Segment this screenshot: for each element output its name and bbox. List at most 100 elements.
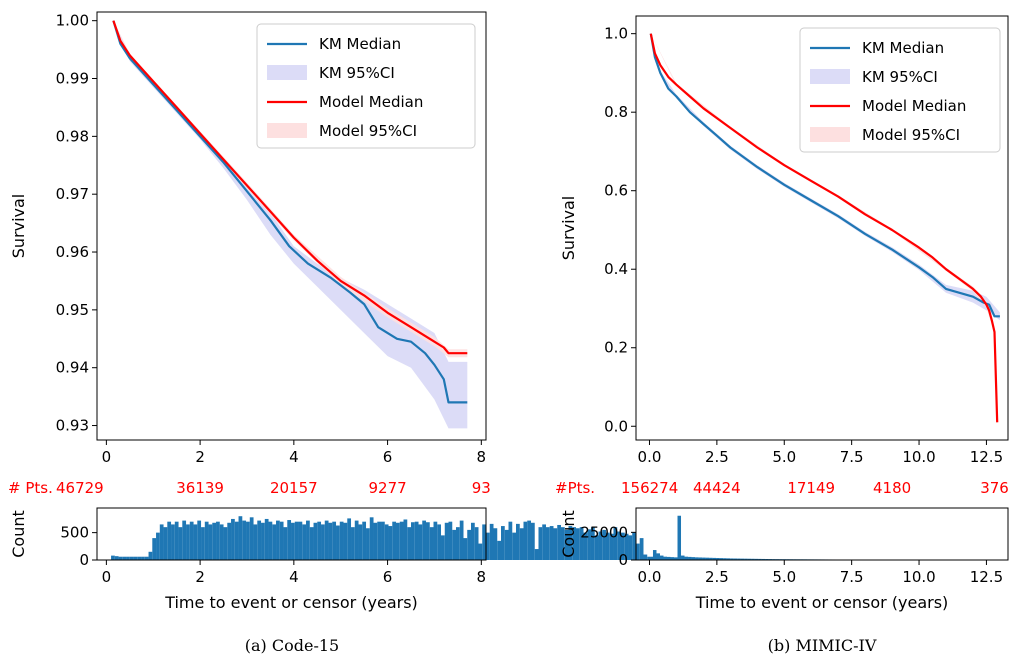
histogram-bar — [564, 529, 569, 560]
hist-x-tick-label: 8 — [477, 568, 487, 586]
histogram-bar — [695, 557, 699, 560]
histogram-bar — [583, 532, 588, 560]
histogram-bar — [613, 527, 618, 560]
histogram-bar — [118, 556, 123, 560]
histogram-bar — [279, 521, 284, 560]
histogram-bar — [272, 524, 277, 560]
histogram-bar — [309, 527, 314, 560]
histogram-bar — [137, 556, 142, 560]
histogram-bar — [351, 527, 355, 560]
histogram-bar — [705, 557, 710, 560]
x-tick-label: 8 — [477, 448, 487, 466]
histogram-bar — [482, 524, 486, 560]
y-tick-label: 0.93 — [56, 417, 89, 435]
histogram-bar — [602, 529, 606, 560]
pts-count: 20157 — [270, 479, 318, 497]
histogram-bar — [605, 532, 610, 560]
histogram-bar — [336, 525, 340, 560]
histogram-bar — [163, 527, 168, 560]
legend-km-median-label: KM Median — [319, 35, 401, 53]
histogram-bar — [557, 524, 561, 560]
histogram-bar — [489, 523, 494, 560]
legend: KM Median KM 95%CI Model Median Model 95%CI — [256, 23, 476, 149]
histogram-bar — [433, 521, 438, 560]
histogram-bar — [754, 558, 759, 560]
x-tick-label: 10.0 — [902, 448, 935, 466]
histogram-bar — [122, 556, 127, 560]
histogram-bar — [598, 531, 603, 560]
histogram-bar — [156, 532, 160, 560]
legend-km-ci-swatch — [810, 69, 850, 84]
histogram-bar — [178, 527, 183, 560]
histogram-bar — [643, 554, 648, 560]
histogram-bar — [418, 524, 423, 560]
histogram-bar — [129, 556, 134, 560]
histogram-bar — [276, 520, 280, 560]
pts-count: 376 — [980, 479, 1009, 497]
histogram-bar — [399, 521, 404, 560]
legend-model-median-label: Model Median — [319, 93, 423, 111]
histogram-bar — [144, 556, 149, 560]
histogram-bar — [723, 558, 727, 560]
y-tick-label: 1.0 — [604, 25, 628, 43]
km-ci-band — [650, 33, 1000, 321]
hist-y-tick-label: 500 — [60, 524, 89, 542]
histogram-bar — [486, 532, 490, 560]
histogram-bar — [302, 524, 307, 560]
histogram-bar — [639, 538, 644, 560]
legend-box — [799, 27, 1001, 153]
histogram-bar — [456, 527, 460, 560]
histogram-bar — [347, 518, 352, 560]
histogram-bar — [148, 551, 153, 560]
histogram-bar — [740, 558, 745, 560]
histogram-bar — [617, 531, 621, 560]
histogram-bar — [534, 549, 539, 560]
histogram-bar — [609, 533, 614, 560]
hist-x-tick-label: 0 — [102, 568, 112, 586]
histogram-bar — [396, 522, 400, 560]
histogram-bar — [381, 521, 385, 560]
pts-count: 36139 — [176, 479, 224, 497]
histogram-bar — [659, 555, 664, 560]
histogram-bar — [141, 556, 145, 560]
histogram-bar — [674, 557, 678, 560]
legend-box — [256, 23, 476, 149]
hist-x-tick-label: 0.0 — [638, 568, 662, 586]
histogram-bar — [411, 522, 415, 560]
histogram-bar — [474, 527, 479, 560]
histogram-bar — [478, 543, 483, 560]
x-tick-label: 0.0 — [638, 448, 662, 466]
histogram-bar — [238, 516, 243, 560]
histogram-bar — [246, 521, 250, 560]
histogram-bar — [519, 528, 524, 560]
histogram-bar — [590, 527, 595, 560]
histogram-bar — [152, 538, 157, 560]
histogram-bar — [298, 521, 303, 560]
legend-model-ci-label: Model 95%CI — [319, 122, 417, 140]
histogram-bar — [354, 520, 359, 560]
histogram-bar — [403, 519, 408, 560]
histogram-bar — [463, 538, 468, 560]
histogram-bar — [197, 520, 202, 560]
km-median-line — [112, 20, 468, 404]
histogram-bar — [501, 526, 505, 560]
panel-mimic-iv: 0.0 0.2 0.4 0.6 0.8 1.0 0.0 2.5 5.0 7.5 10.0 12.5 Su… — [555, 15, 1009, 655]
histogram-bar — [426, 522, 430, 560]
histogram-bar — [182, 520, 187, 560]
x-tick-label: 6 — [383, 448, 393, 466]
pts-count: 17149 — [787, 479, 835, 497]
histogram-bar — [652, 550, 657, 560]
histogram-bar — [744, 558, 748, 560]
histogram-bar — [712, 557, 717, 560]
histogram-bar — [249, 517, 254, 560]
histogram-bar — [542, 524, 546, 560]
histogram-bar — [264, 518, 269, 560]
histogram-bar — [620, 532, 625, 560]
y-axis-label: Survival — [559, 196, 578, 261]
pts-row-label: # Pts. — [8, 479, 53, 497]
hist-x-axis-label: Time to event or censor (years) — [695, 593, 949, 612]
y-tick-label: 0.0 — [604, 417, 628, 435]
histogram-bar — [716, 558, 720, 560]
histogram-bar — [527, 520, 531, 560]
histogram-bar — [377, 521, 382, 560]
